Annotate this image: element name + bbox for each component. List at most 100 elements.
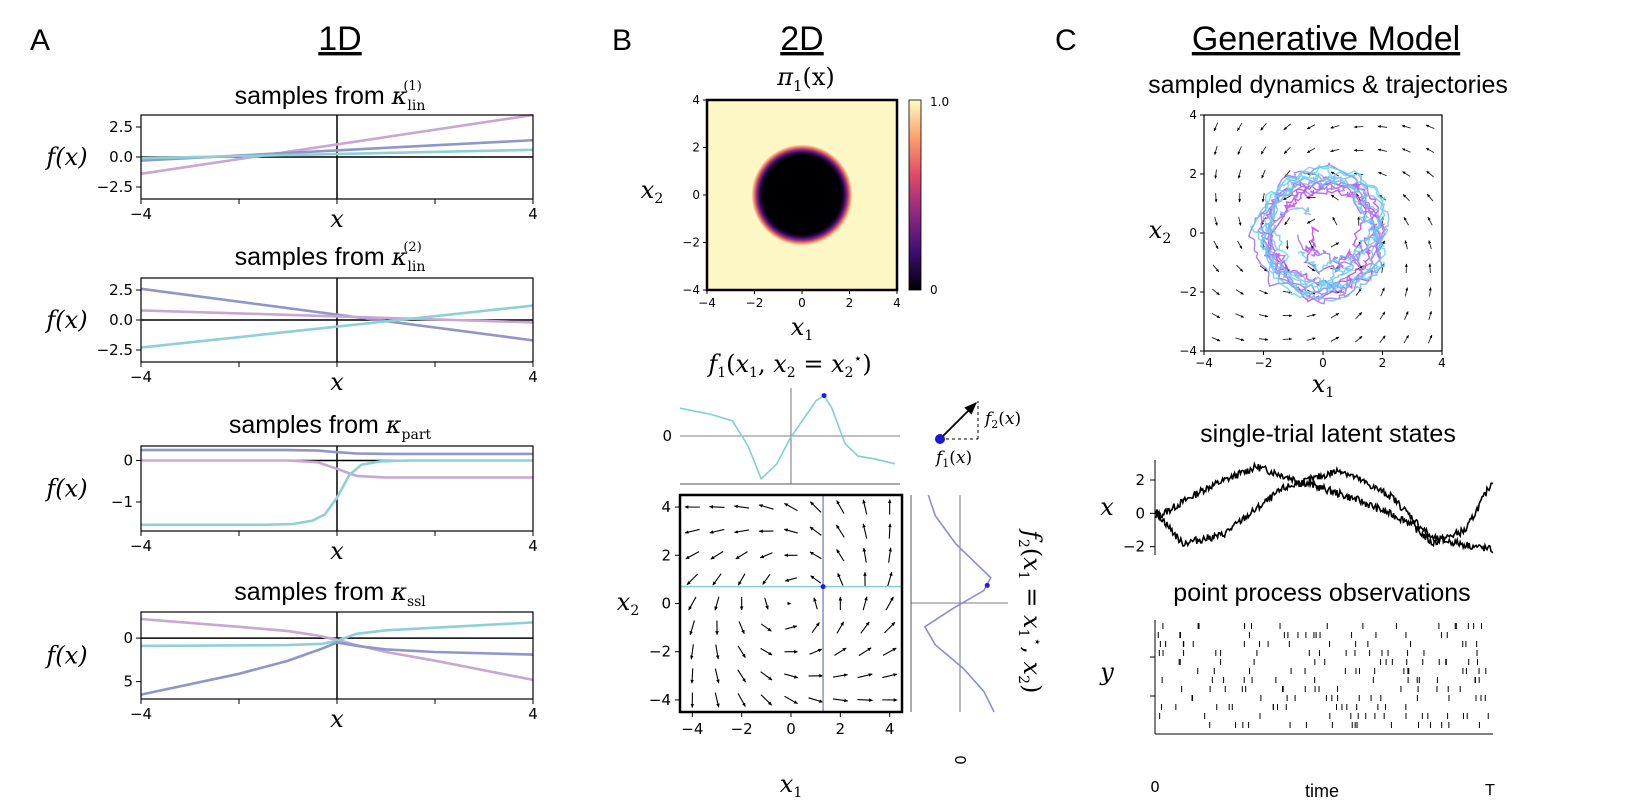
b4-arrow bbox=[759, 552, 773, 559]
b4-arrow bbox=[737, 573, 746, 586]
b4-arrow bbox=[709, 505, 725, 509]
b1-xtick: 0 bbox=[798, 296, 806, 310]
c1-arrow bbox=[1211, 312, 1221, 319]
b4-arrow bbox=[734, 529, 749, 534]
c2-ylabel: x bbox=[1100, 493, 1114, 521]
c1-arrow bbox=[1330, 125, 1340, 129]
b1-ytick: −4 bbox=[682, 283, 700, 297]
b4-arrow bbox=[887, 571, 893, 587]
b1-colorbar bbox=[908, 99, 922, 291]
b4-ylabel: x2 bbox=[617, 588, 639, 619]
b4-arrow bbox=[888, 547, 892, 563]
c2-title: single-trial latent states bbox=[1200, 420, 1456, 448]
b4-arrow bbox=[857, 698, 873, 702]
b4-ytick: −2 bbox=[649, 643, 671, 661]
a1-ytick: 2.5 bbox=[109, 118, 133, 136]
a2-xtick-max: 4 bbox=[528, 368, 538, 386]
b4-arrow bbox=[685, 551, 700, 560]
b4-arrow bbox=[834, 647, 847, 656]
b1-xtick: 2 bbox=[846, 296, 854, 310]
b1-colorbar-min: 0 bbox=[930, 283, 938, 297]
c1-arrow bbox=[1211, 337, 1221, 342]
b4-arrow bbox=[808, 697, 824, 703]
b4-quiver-plot: −4 −4 −2 −2 0 0 2 2 4 4 x1 x2 bbox=[617, 493, 904, 801]
a1-ytick: −2.5 bbox=[97, 178, 133, 196]
a2-ylabel: f(x) bbox=[44, 306, 87, 334]
c1-arrow bbox=[1306, 313, 1316, 318]
a1-series-1 bbox=[140, 113, 534, 176]
b4-arrow bbox=[888, 523, 892, 539]
b4-arrow bbox=[862, 547, 867, 563]
a3-ylabel: f(x) bbox=[44, 475, 87, 503]
a2-plot: samples from κlin(2) 2.5 0.0 −2.5 −4 4 x f(x) bbox=[44, 240, 537, 396]
c1-arrow bbox=[1355, 312, 1363, 320]
c1-arrow bbox=[1377, 148, 1387, 152]
c1-arrow bbox=[1261, 193, 1265, 203]
b4-arrow bbox=[836, 500, 845, 514]
c1-trajectory-4 bbox=[1249, 164, 1386, 301]
b4-arrow bbox=[784, 577, 797, 582]
a2-series-2 bbox=[140, 309, 534, 324]
a2-ytick: −2.5 bbox=[97, 341, 133, 359]
c1-arrow bbox=[1235, 289, 1244, 295]
a1-series-3 bbox=[140, 148, 534, 160]
a4-plot: samples from κssl 0 5 −4 4 x f(x) bbox=[44, 578, 537, 733]
a3-series-3 bbox=[141, 459, 533, 527]
c1-ytick: −2 bbox=[1179, 285, 1197, 299]
b4-arrow bbox=[858, 647, 872, 657]
a3-title: samples from κpart bbox=[229, 411, 432, 443]
b1-ytick: 2 bbox=[692, 141, 700, 155]
c1-arrow bbox=[1237, 169, 1242, 179]
c1-arrow bbox=[1238, 216, 1242, 226]
c2-trace-2 bbox=[1154, 465, 1494, 554]
c1-arrow bbox=[1282, 337, 1293, 341]
c1-arrow bbox=[1214, 169, 1218, 179]
b2-point bbox=[821, 393, 827, 399]
a1-ytick: 0.0 bbox=[109, 148, 133, 166]
b4-arrow bbox=[882, 673, 898, 679]
b4-arrow bbox=[760, 671, 773, 681]
b4-arrow bbox=[714, 596, 720, 611]
b3-xtick-0: 0 bbox=[952, 755, 970, 765]
b4-arrow bbox=[862, 499, 868, 515]
b1-ytick: 4 bbox=[692, 93, 700, 107]
b4-arrow bbox=[733, 504, 750, 509]
a4-ytick: 0 bbox=[123, 629, 133, 647]
b4-xtick: 0 bbox=[786, 720, 796, 738]
c1-arrow bbox=[1332, 216, 1338, 226]
c1-arrow bbox=[1379, 335, 1386, 343]
c1-arrow bbox=[1427, 334, 1433, 344]
c1-arrow bbox=[1283, 195, 1292, 201]
c1-arrow bbox=[1427, 216, 1433, 226]
c1-arrow bbox=[1404, 311, 1409, 320]
a3-ytick: 0 bbox=[123, 452, 133, 470]
b4-arrow bbox=[737, 645, 746, 658]
panel-c-title: Generative Model bbox=[1192, 20, 1460, 58]
b4-xtick: 2 bbox=[836, 720, 846, 738]
c1-arrow bbox=[1214, 145, 1218, 156]
c1-dynamics-plot: sampled dynamics & trajectories −4−4 −2 −2… bbox=[1148, 71, 1508, 401]
b4-ytick: 2 bbox=[661, 546, 671, 564]
b4-arrow bbox=[813, 597, 818, 610]
c1-arrow bbox=[1428, 287, 1432, 297]
c3-xlabel: time bbox=[1305, 781, 1339, 801]
c1-arrow bbox=[1355, 288, 1362, 296]
c1-arrow bbox=[1426, 170, 1434, 178]
b4-arrow bbox=[689, 620, 695, 636]
a4-xtick-min: −4 bbox=[130, 705, 152, 723]
panel-b-title: 2D bbox=[780, 20, 823, 58]
b4-arrow bbox=[709, 528, 725, 534]
b1-ytick: 0 bbox=[692, 188, 700, 202]
b4-arrow bbox=[833, 673, 848, 678]
c1-arrow bbox=[1330, 148, 1340, 153]
b4-arrow bbox=[862, 596, 868, 611]
c1-arrow bbox=[1284, 217, 1291, 226]
c2-ytick: −2 bbox=[1123, 538, 1145, 556]
b4-arrow bbox=[764, 597, 769, 610]
b4-arrow bbox=[784, 502, 798, 512]
c1-arrow bbox=[1212, 264, 1220, 273]
b4-arrow bbox=[836, 549, 845, 562]
b4-arrow bbox=[690, 644, 694, 660]
b4-arrow bbox=[837, 572, 844, 586]
c1-xtick: 2 bbox=[1379, 356, 1387, 370]
